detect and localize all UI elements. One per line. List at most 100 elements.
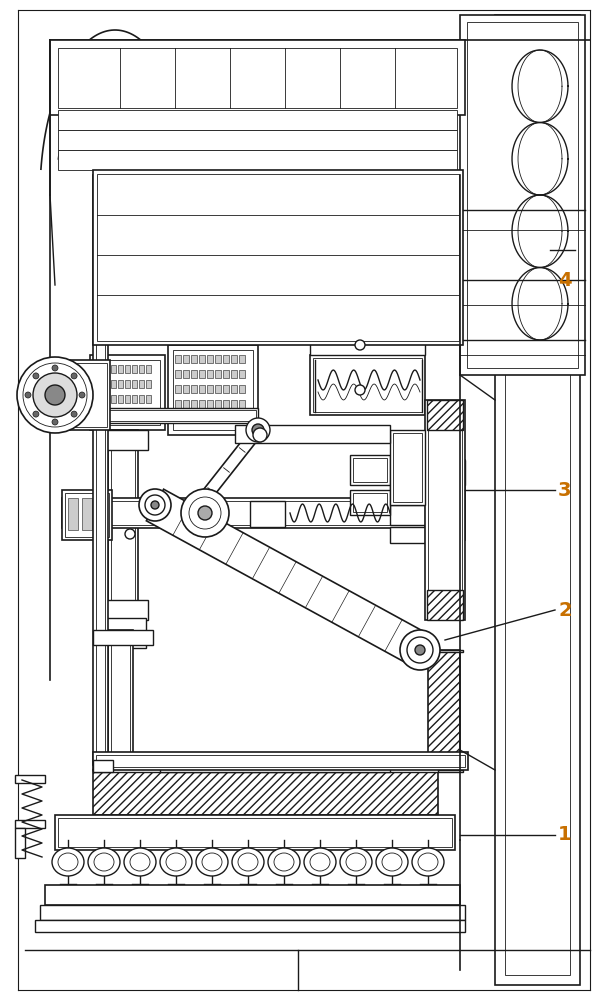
Bar bbox=[97, 365, 102, 373]
Bar bbox=[239, 355, 245, 363]
Bar bbox=[183, 385, 189, 393]
Bar bbox=[428, 403, 462, 617]
Bar bbox=[111, 433, 135, 627]
Circle shape bbox=[71, 373, 77, 379]
Ellipse shape bbox=[160, 848, 192, 876]
Circle shape bbox=[125, 529, 135, 539]
Bar bbox=[183, 370, 189, 378]
Bar bbox=[207, 400, 213, 408]
Bar bbox=[239, 370, 245, 378]
Bar bbox=[223, 355, 229, 363]
Bar bbox=[350, 490, 390, 515]
Bar bbox=[53, 363, 107, 427]
Bar bbox=[199, 355, 205, 363]
Bar bbox=[223, 400, 229, 408]
Bar bbox=[175, 415, 181, 423]
Bar bbox=[183, 355, 189, 363]
Bar bbox=[108, 805, 133, 820]
Ellipse shape bbox=[340, 848, 372, 876]
Bar bbox=[191, 355, 197, 363]
Bar bbox=[93, 760, 113, 772]
Bar bbox=[173, 350, 253, 430]
Circle shape bbox=[198, 506, 212, 520]
Circle shape bbox=[52, 365, 58, 371]
Bar bbox=[207, 385, 213, 393]
Circle shape bbox=[355, 385, 365, 395]
Bar bbox=[111, 633, 130, 802]
Bar bbox=[215, 355, 221, 363]
Bar bbox=[146, 395, 151, 403]
Bar bbox=[118, 365, 123, 373]
Bar bbox=[90, 408, 258, 423]
Ellipse shape bbox=[304, 848, 336, 876]
Bar bbox=[97, 380, 102, 388]
Circle shape bbox=[400, 630, 440, 670]
Bar bbox=[191, 370, 197, 378]
Ellipse shape bbox=[376, 848, 408, 876]
Ellipse shape bbox=[232, 848, 264, 876]
Circle shape bbox=[139, 489, 171, 521]
Ellipse shape bbox=[124, 848, 156, 876]
Circle shape bbox=[252, 424, 264, 436]
Ellipse shape bbox=[238, 853, 258, 871]
Bar bbox=[239, 400, 245, 408]
Bar bbox=[139, 380, 144, 388]
Circle shape bbox=[25, 392, 31, 398]
Ellipse shape bbox=[58, 853, 78, 871]
Bar bbox=[310, 330, 425, 355]
Bar bbox=[40, 905, 465, 920]
Circle shape bbox=[23, 363, 87, 427]
Bar bbox=[96, 178, 105, 762]
Bar bbox=[132, 380, 137, 388]
Bar bbox=[146, 380, 151, 388]
Bar bbox=[95, 360, 160, 425]
Bar bbox=[191, 385, 197, 393]
Bar bbox=[139, 410, 144, 418]
Bar bbox=[191, 400, 197, 408]
Bar bbox=[65, 501, 459, 525]
Bar bbox=[108, 630, 133, 805]
Bar bbox=[425, 460, 465, 485]
Bar bbox=[104, 365, 109, 373]
Bar bbox=[93, 752, 468, 770]
Bar bbox=[35, 920, 465, 932]
Bar bbox=[68, 498, 78, 530]
Bar bbox=[467, 22, 578, 368]
Bar bbox=[460, 15, 585, 375]
Bar bbox=[199, 400, 205, 408]
Circle shape bbox=[151, 501, 159, 509]
Bar bbox=[93, 770, 438, 815]
Bar bbox=[100, 618, 146, 648]
Bar bbox=[97, 174, 459, 341]
Circle shape bbox=[407, 637, 433, 663]
Bar bbox=[191, 415, 197, 423]
Ellipse shape bbox=[88, 848, 120, 876]
Bar bbox=[139, 365, 144, 373]
Bar bbox=[125, 395, 130, 403]
Bar bbox=[427, 590, 463, 620]
Bar bbox=[223, 385, 229, 393]
Bar bbox=[207, 415, 213, 423]
Bar bbox=[428, 650, 460, 770]
Circle shape bbox=[45, 385, 65, 405]
Circle shape bbox=[17, 357, 93, 433]
Circle shape bbox=[189, 497, 221, 529]
Bar bbox=[231, 355, 237, 363]
Ellipse shape bbox=[202, 853, 222, 871]
Bar bbox=[505, 25, 570, 975]
Circle shape bbox=[33, 373, 77, 417]
Text: 4: 4 bbox=[558, 270, 572, 290]
Bar bbox=[160, 760, 390, 772]
Ellipse shape bbox=[130, 853, 150, 871]
Bar bbox=[215, 370, 221, 378]
Bar bbox=[425, 770, 463, 772]
Circle shape bbox=[183, 500, 207, 524]
Bar bbox=[239, 385, 245, 393]
Ellipse shape bbox=[346, 853, 366, 871]
Bar bbox=[199, 370, 205, 378]
Bar bbox=[231, 385, 237, 393]
Bar bbox=[428, 463, 462, 537]
Bar bbox=[111, 380, 116, 388]
Bar bbox=[96, 498, 106, 530]
Bar bbox=[235, 425, 390, 443]
